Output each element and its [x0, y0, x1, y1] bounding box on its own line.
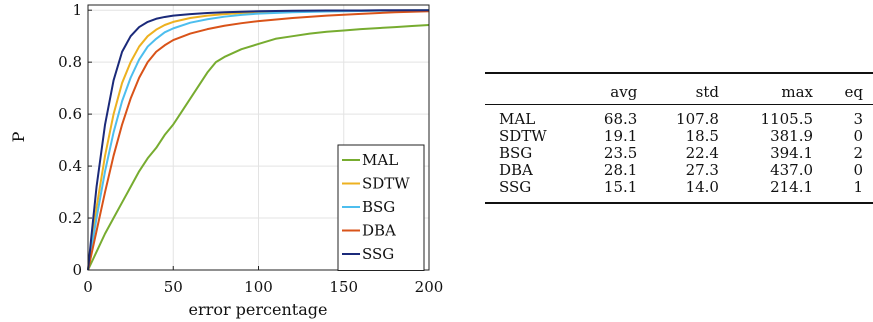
- series-lines: [87, 9, 430, 271]
- stats-table: avg std max eq MAL 68.3 107.8 1105.5 3 S…: [485, 72, 873, 204]
- legend-label: SSG: [362, 245, 394, 263]
- table-row: SDTW 19.1 18.5 381.9 0: [485, 128, 873, 145]
- axis-ticks: 0 50 100 150 200 0 0.2 0.4 0.6 0.8 1: [58, 1, 443, 296]
- table-cell: 2: [853, 144, 863, 162]
- series-line-dba: [87, 10, 430, 271]
- legend-label: DBA: [362, 222, 396, 240]
- x-tick-label: 0: [83, 278, 93, 296]
- table-row: DBA 28.1 27.3 437.0 0: [485, 162, 873, 179]
- table-cell: 107.8: [676, 110, 719, 128]
- table-cell: 0: [853, 161, 863, 179]
- table-cell: 19.1: [603, 127, 638, 145]
- table-cell: 214.1: [728, 179, 824, 204]
- series-line-mal: [87, 24, 430, 271]
- table-cell: 394.1: [770, 144, 814, 162]
- x-tick-label: 200: [415, 278, 444, 296]
- table-header-eq: eq: [823, 73, 873, 105]
- table-cell: 27.3: [685, 161, 719, 179]
- table-header-std: std: [647, 73, 729, 105]
- stats-table-container: avg std max eq MAL 68.3 107.8 1105.5 3 S…: [485, 72, 873, 204]
- y-tick-label: 0.2: [58, 209, 82, 227]
- table-cell: 3: [853, 110, 863, 128]
- table-cell-method: SDTW: [499, 127, 547, 145]
- y-tick-label: 0.6: [58, 105, 82, 123]
- table-cell: 14.0: [647, 179, 729, 204]
- table-cell: 437.0: [770, 161, 814, 179]
- table-row: BSG 23.5 22.4 394.1 2: [485, 145, 873, 162]
- table-header-avg: avg: [578, 73, 648, 105]
- table-cell-method: DBA: [499, 161, 533, 179]
- series-line-ssg: [87, 9, 429, 271]
- x-axis-label: error percentage: [189, 300, 328, 319]
- table-cell: 22.4: [685, 144, 719, 162]
- table-cell: 18.5: [685, 127, 719, 145]
- y-tick-label: 0.4: [58, 157, 82, 175]
- series-line-bsg: [87, 9, 430, 271]
- table-cell: 23.5: [603, 144, 638, 162]
- table-header-max: max: [728, 73, 824, 105]
- table-row: MAL 68.3 107.8 1105.5 3: [485, 105, 873, 129]
- table-cell: 1: [823, 179, 873, 204]
- table-cell: 68.3: [603, 110, 638, 128]
- table-cell: 28.1: [603, 161, 638, 179]
- y-tick-label: 0.8: [58, 53, 82, 71]
- y-tick-label: 1: [72, 1, 82, 19]
- legend: MAL SDTW BSG DBA SSG: [337, 144, 425, 271]
- table-header-row: avg std max eq: [485, 73, 873, 105]
- table-cell-method: SSG: [485, 179, 579, 204]
- y-tick-label: 0: [72, 261, 82, 279]
- table-row: SSG 15.1 14.0 214.1 1: [485, 179, 873, 204]
- legend-label: SDTW: [362, 175, 410, 193]
- table-cell: 1105.5: [760, 110, 814, 128]
- legend-label: BSG: [362, 198, 395, 216]
- cdf-chart: 0 50 100 150 200 0 0.2 0.4 0.6 0.8 1 error percent…: [9, 1, 443, 319]
- x-tick-label: 50: [164, 278, 183, 296]
- table-cell: 0: [853, 127, 863, 145]
- x-tick-label: 100: [244, 278, 273, 296]
- legend-label: MAL: [362, 151, 398, 169]
- table-cell: 381.9: [770, 127, 814, 145]
- table-cell-method: BSG: [499, 144, 533, 162]
- table-cell: 15.1: [578, 179, 648, 204]
- table-cell-method: MAL: [499, 110, 536, 128]
- table-header-cell: [485, 73, 579, 105]
- y-axis-label: P: [9, 131, 28, 142]
- x-tick-label: 150: [329, 278, 358, 296]
